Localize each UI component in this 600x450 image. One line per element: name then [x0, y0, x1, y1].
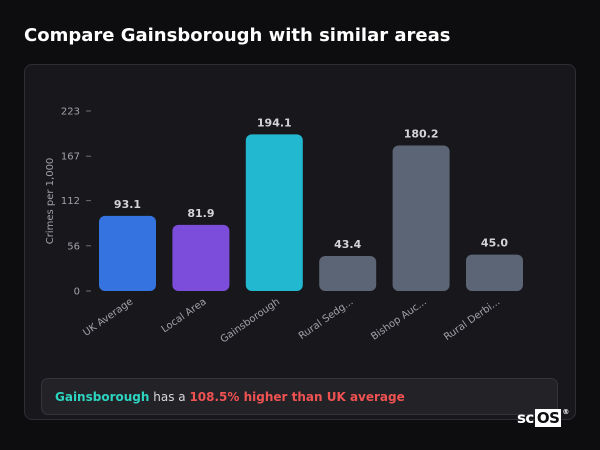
page-title: Compare Gainsborough with similar areas	[24, 25, 451, 46]
summary-connector: has a	[149, 389, 190, 404]
bar-4	[392, 145, 450, 291]
x-category-label-0: UK Average	[81, 296, 135, 338]
x-category-label-5: Rural Derbi...	[442, 296, 502, 343]
x-category-label-1: Local Area	[160, 296, 209, 335]
bar-value-label-3: 43.4	[334, 238, 361, 251]
logo-prefix: sc	[517, 409, 534, 427]
bar-3	[319, 255, 377, 291]
y-axis-title: Crimes per 1,000	[45, 158, 56, 245]
y-tick-label-2: 112	[61, 196, 80, 207]
x-category-label-4: Bishop Auc...	[369, 296, 429, 342]
x-category-label-2: Gainsborough	[219, 296, 282, 345]
summary-area-name: Gainsborough	[55, 389, 150, 404]
logo-boxed-text: OS	[534, 409, 562, 427]
x-category-label-3: Rural Sedg...	[297, 296, 356, 342]
bar-0	[99, 215, 156, 291]
bar-value-label-1: 81.9	[187, 207, 214, 220]
bar-value-label-2: 194.1	[257, 116, 292, 129]
logo-registered-mark: ®	[562, 408, 569, 416]
comparison-summary: Gainsborough has a 108.5% higher than UK…	[41, 378, 558, 415]
bar-1	[172, 224, 230, 291]
bar-value-label-5: 45.0	[481, 237, 508, 250]
bar-value-label-0: 93.1	[114, 198, 141, 211]
bar-value-label-4: 180.2	[404, 128, 439, 141]
scos-logo: sc OS ®	[517, 408, 569, 428]
y-tick-label-0: 0	[74, 287, 80, 298]
bar-5	[466, 254, 523, 291]
summary-delta: 108.5% higher than UK average	[189, 389, 405, 404]
y-tick-label-1: 56	[67, 241, 80, 252]
y-tick-label-4: 223	[61, 107, 80, 118]
y-tick-label-3: 167	[61, 152, 80, 163]
bar-2	[245, 134, 303, 291]
